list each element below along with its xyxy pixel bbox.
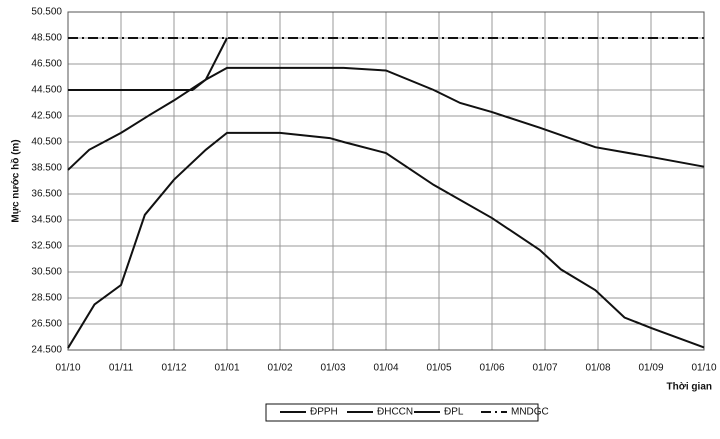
x-tick-label: 01/12 — [161, 363, 186, 374]
x-tick-label: 01/01 — [214, 363, 239, 374]
y-tick-label: 40.500 — [31, 137, 62, 148]
x-tick-label: 01/07 — [532, 363, 557, 374]
x-tick-label: 01/09 — [638, 363, 663, 374]
x-tick-label: 01/06 — [479, 363, 504, 374]
y-tick-label: 36.500 — [31, 189, 62, 200]
x-tick-label: 01/11 — [109, 363, 134, 374]
legend-label: ĐHCCN — [377, 407, 413, 418]
y-tick-label: 26.500 — [31, 319, 62, 330]
x-tick-label: 01/04 — [373, 363, 398, 374]
series-line — [68, 37, 228, 91]
y-tick-label: 30.500 — [31, 267, 62, 278]
y-tick-label: 38.500 — [31, 163, 62, 174]
legend-label: MNDGC — [511, 407, 549, 418]
legend-label: ĐPL — [444, 407, 464, 418]
legend-label: ĐPPH — [310, 407, 338, 418]
x-tick-label: 01/10 — [55, 363, 80, 374]
y-axis-label: Mực nước hồ (m) — [10, 139, 22, 222]
y-tick-label: 48.500 — [31, 33, 62, 44]
y-tick-label: 28.500 — [31, 293, 62, 304]
legend-box — [265, 403, 539, 422]
y-tick-label: 34.500 — [31, 215, 62, 226]
plot-frame — [67, 11, 705, 351]
series-line — [67, 131, 705, 349]
x-axis-label: Thời gian — [667, 382, 712, 393]
x-tick-label: 01/02 — [267, 363, 292, 374]
x-tick-label: 01/08 — [585, 363, 610, 374]
y-tick-label: 24.500 — [31, 345, 62, 356]
y-tick-label: 50.500 — [31, 7, 62, 18]
y-tick-label: 44.500 — [31, 85, 62, 96]
x-tick-label: 01/03 — [320, 363, 345, 374]
x-tick-label: 01/10 — [691, 363, 716, 374]
y-tick-label: 32.500 — [31, 241, 62, 252]
series-line — [67, 66, 705, 171]
y-tick-label: 42.500 — [31, 111, 62, 122]
x-tick-label: 01/05 — [426, 363, 451, 374]
y-tick-label: 46.500 — [31, 59, 62, 70]
